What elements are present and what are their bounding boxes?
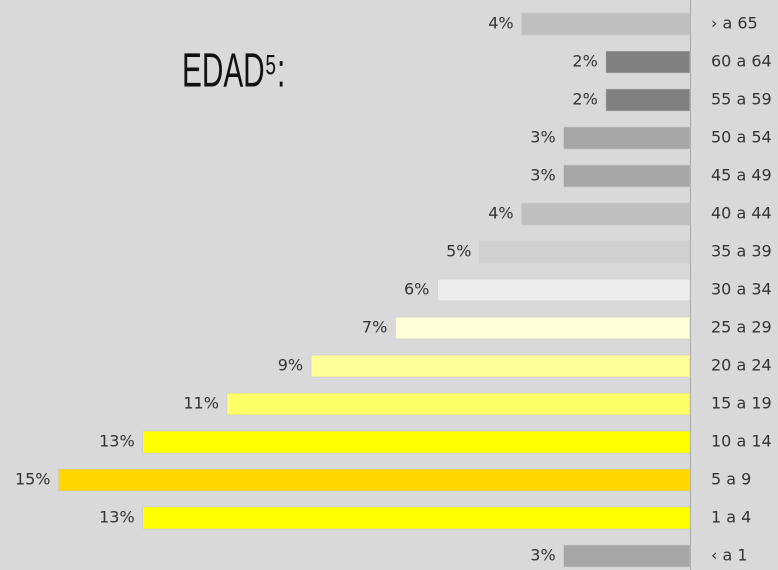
category-label: 55 a 59	[711, 90, 772, 109]
chart-title: EDAD⁵:	[182, 45, 285, 98]
bar	[605, 50, 691, 74]
bar	[521, 202, 691, 226]
bar	[310, 354, 691, 378]
value-label: 2%	[572, 90, 597, 109]
value-label: 13%	[99, 432, 135, 451]
bar	[142, 506, 691, 530]
value-label: 7%	[362, 318, 387, 337]
value-label: 15%	[15, 470, 51, 489]
bar	[142, 430, 691, 454]
value-label: 3%	[530, 546, 555, 565]
value-label: 5%	[446, 242, 471, 261]
bar	[394, 316, 691, 340]
category-label: 15 a 19	[711, 394, 772, 413]
bar	[563, 164, 691, 188]
category-label: 35 a 39	[711, 242, 772, 261]
bar	[479, 240, 691, 264]
bar	[226, 392, 691, 416]
bar	[563, 126, 691, 150]
bar	[521, 12, 691, 36]
category-label: 30 a 34	[711, 280, 772, 299]
category-label: 10 a 14	[711, 432, 772, 451]
value-label: 2%	[572, 52, 597, 71]
category-label: 25 a 29	[711, 318, 772, 337]
category-label: 20 a 24	[711, 356, 772, 375]
category-label: 40 a 44	[711, 204, 772, 223]
value-label: 3%	[530, 166, 555, 185]
value-label: 13%	[99, 508, 135, 527]
value-label: 9%	[278, 356, 303, 375]
category-label: 50 a 54	[711, 128, 772, 147]
bar	[563, 544, 691, 568]
value-label: 4%	[488, 14, 513, 33]
category-label: 1 a 4	[711, 508, 751, 527]
value-label: 11%	[183, 394, 219, 413]
category-label: 5 a 9	[711, 470, 751, 489]
value-label: 6%	[404, 280, 429, 299]
category-label: › a 65	[711, 14, 758, 33]
bar	[58, 468, 691, 492]
bar	[605, 88, 691, 112]
category-label: 60 a 64	[711, 52, 772, 71]
bar	[437, 278, 691, 302]
category-label: ‹ a 1	[711, 546, 748, 565]
category-label: 45 a 49	[711, 166, 772, 185]
value-label: 4%	[488, 204, 513, 223]
value-label: 3%	[530, 128, 555, 147]
